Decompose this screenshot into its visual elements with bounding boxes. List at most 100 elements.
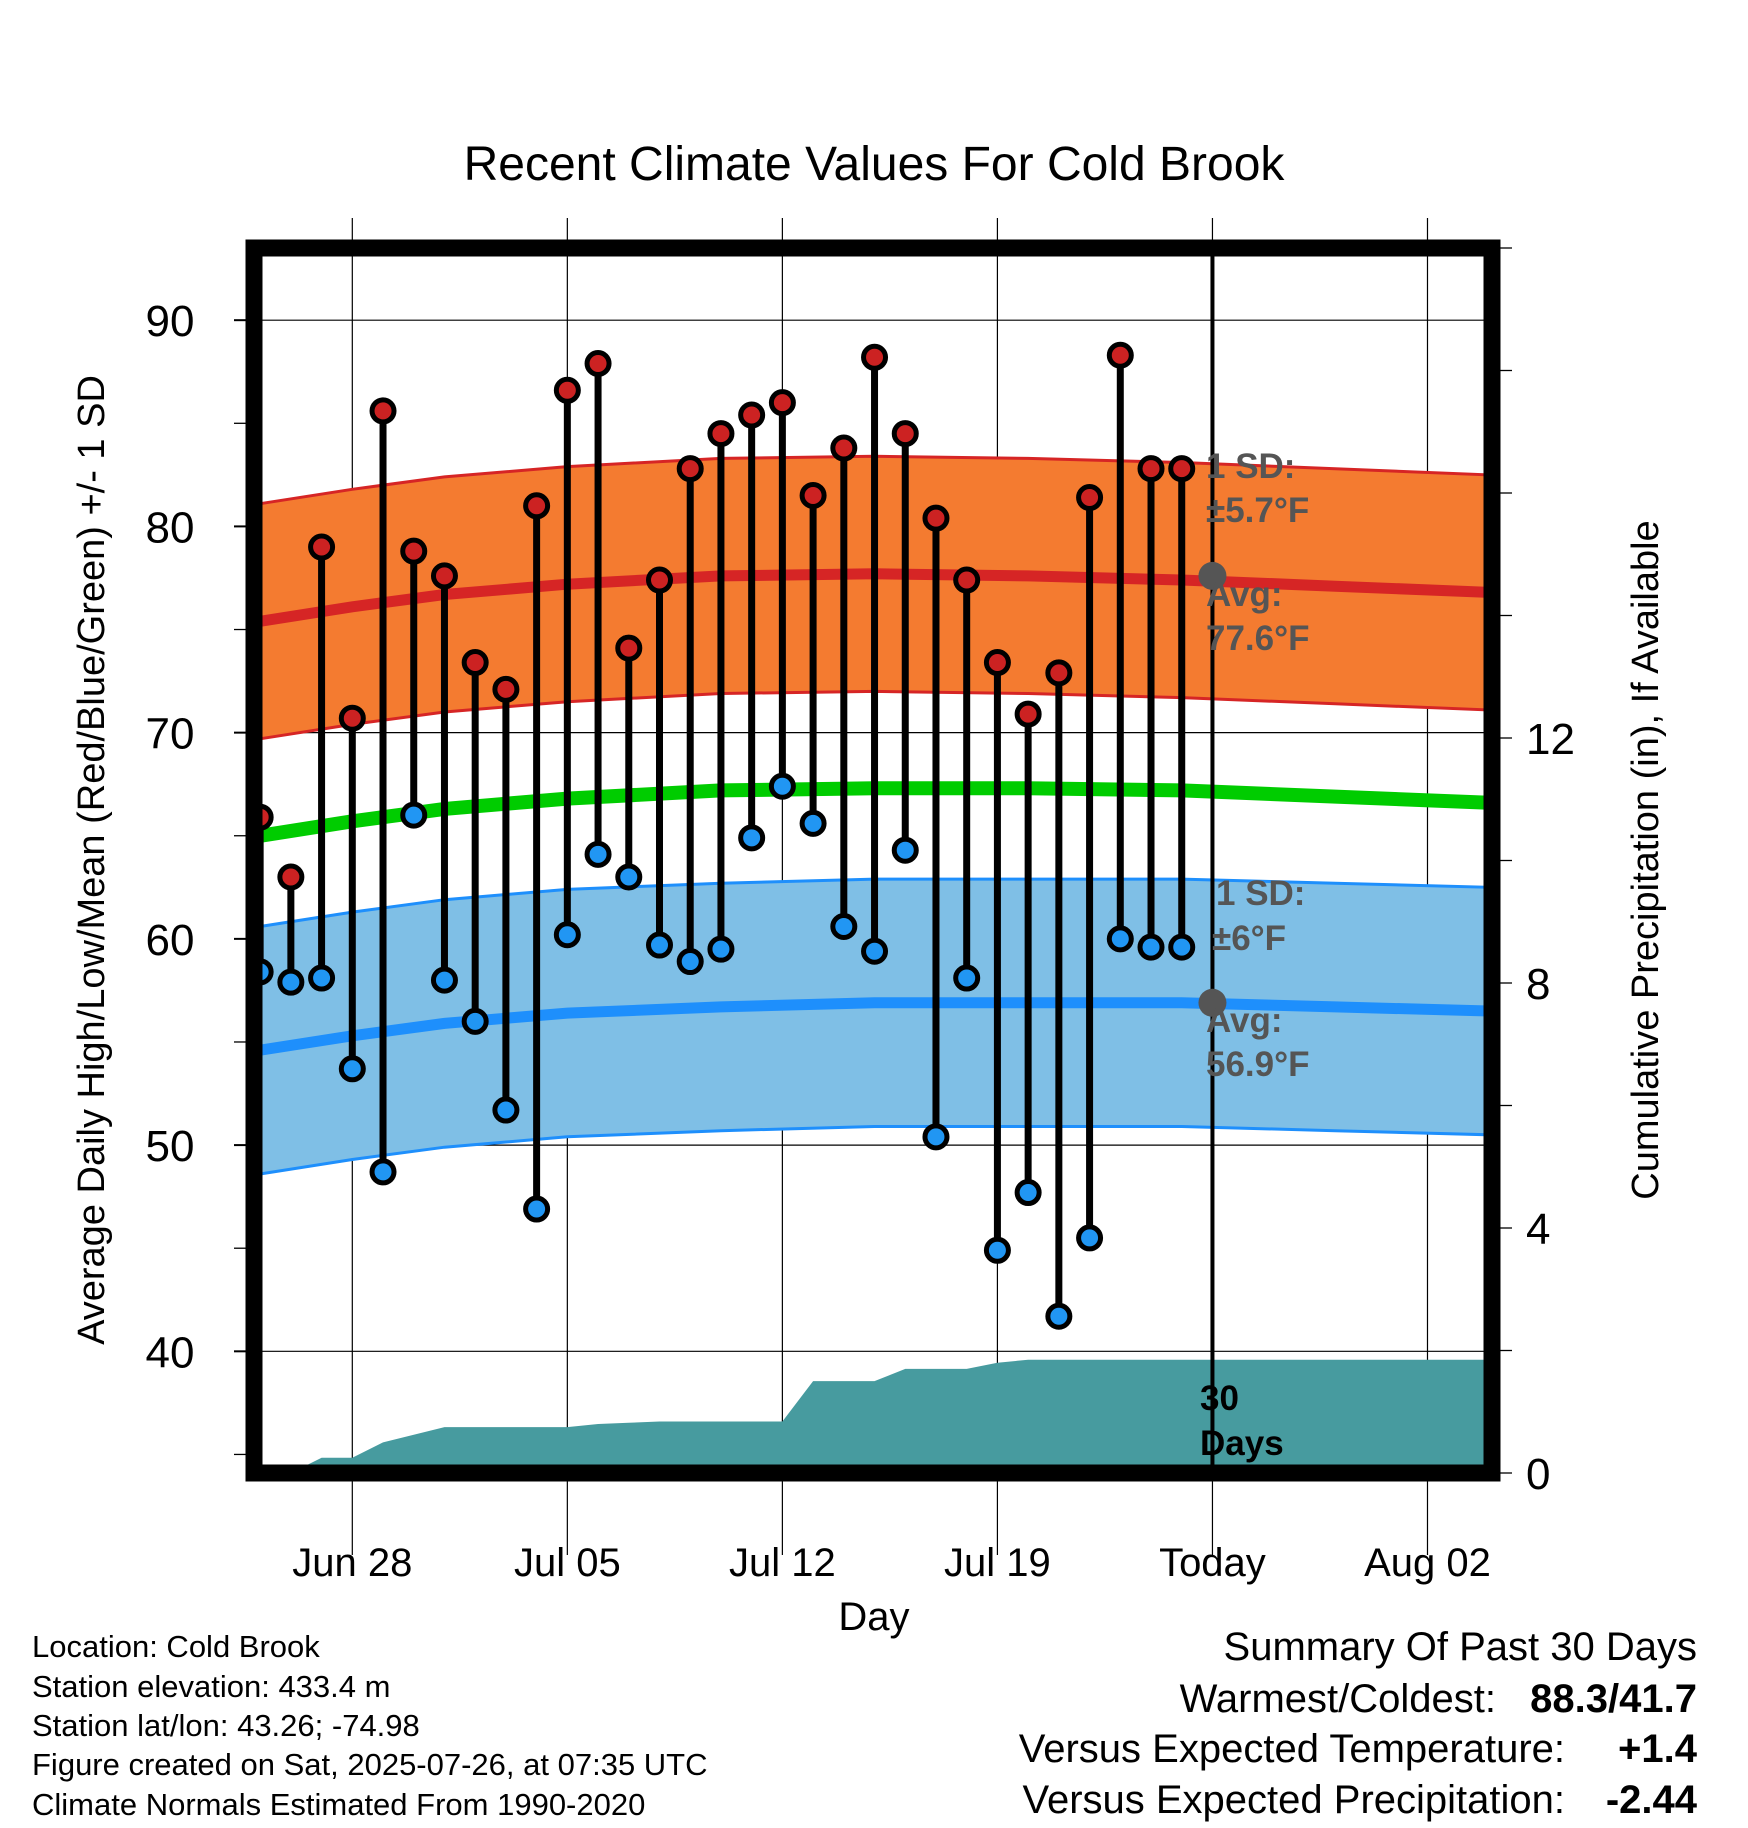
today-high-normal-marker [1198, 561, 1227, 590]
summary-title: Summary Of Past 30 Days [1224, 1625, 1697, 1669]
daily-high-point [1137, 455, 1165, 483]
y-axis-left-label: Average Daily High/Low/Mean (Red/Blue/Gr… [71, 375, 113, 1345]
daily-high-point [338, 704, 366, 732]
daily-high-point [891, 420, 919, 448]
daily-high-point [492, 675, 520, 703]
x-tick-label: Aug 02 [1364, 1541, 1491, 1585]
daily-high-point [1076, 484, 1104, 512]
chart-title: Recent Climate Values For Cold Brook [464, 138, 1286, 191]
summary-panel: Summary Of Past 30 Days Warmest/Coldest:… [1019, 1625, 1698, 1822]
daily-low-point [430, 966, 458, 994]
daily-high-point [430, 562, 458, 590]
daily-high-point [1106, 341, 1134, 369]
axes: 40 50 60 70 80 90 0 4 8 12 Jun 28 Jul 05 Jul 12 Jul 1… [146, 239, 1575, 1585]
y-left-tick-label: 70 [146, 710, 195, 759]
y-right-tick-label: 12 [1526, 715, 1575, 764]
low-avg-value: 56.9°F [1206, 1045, 1310, 1084]
daily-high-point [1045, 659, 1073, 687]
daily-high-point [277, 863, 305, 891]
x-tick-label: Jul 19 [944, 1541, 1051, 1585]
y-left-tick-label: 60 [146, 916, 195, 965]
summary-precip-label: Versus Expected Precipitation: [1022, 1778, 1565, 1822]
daily-low-point [1076, 1224, 1104, 1252]
footer-info: Location: Cold Brook Station elevation: … [32, 1629, 708, 1822]
daily-high-point [308, 533, 336, 561]
plot-area: 1 SD: ±5.7°F Avg: 77.6°F 1 SD: ±6°F Avg: 56.9°F… [254, 248, 1492, 1473]
daily-low-point [553, 921, 581, 949]
daily-high-point [799, 481, 827, 509]
low-sd-label: 1 SD: [1216, 874, 1305, 913]
daily-high-point [584, 349, 612, 377]
daily-low-point [277, 968, 305, 996]
high-sd-label: 1 SD: [1206, 447, 1295, 486]
daily-low-point [400, 801, 428, 829]
normal-low-line [259, 997, 1490, 1056]
y-axis-right-label: Cumulative Precipitation (in), If Availa… [1625, 520, 1667, 1199]
daily-low-point [523, 1195, 551, 1223]
low-avg-label: Avg: [1206, 1001, 1282, 1040]
daily-high-point [983, 649, 1011, 677]
y-left-tick-label: 90 [146, 297, 195, 346]
daily-low-point [861, 937, 889, 965]
summary-warmest-label: Warmest/Coldest: [1180, 1677, 1496, 1721]
x-tick-label: Jun 28 [292, 1541, 412, 1585]
high-avg-label: Avg: [1206, 575, 1282, 614]
daily-low-point [584, 840, 612, 868]
daily-low-point [645, 931, 673, 959]
today-low-normal-marker [1198, 988, 1227, 1017]
daily-low-point [1045, 1302, 1073, 1330]
footer-normals: Climate Normals Estimated From 1990-2020 [32, 1787, 645, 1822]
y-right-tick-label: 4 [1526, 1205, 1550, 1254]
high-sd-value: ±5.7°F [1206, 491, 1309, 530]
low-sd-value: ±6°F [1212, 919, 1286, 958]
y-left-tick-label: 40 [146, 1328, 195, 1377]
x-tick-label: Jul 05 [514, 1541, 621, 1585]
daily-high-point [830, 434, 858, 462]
x-axis-label: Day [838, 1595, 909, 1639]
y-right-tick-label: 0 [1526, 1450, 1550, 1499]
daily-high-point [645, 566, 673, 594]
daily-high-point [1168, 455, 1196, 483]
daily-low-point [953, 964, 981, 992]
daily-low-point [308, 964, 336, 992]
summary-temp-label: Versus Expected Temperature: [1019, 1727, 1565, 1771]
daily-high-point [738, 401, 766, 429]
y-left-tick-label: 50 [146, 1122, 195, 1171]
daily-high-point [615, 634, 643, 662]
daily-low-point [799, 809, 827, 837]
daily-low-point [1106, 925, 1134, 953]
y-right-tick-label: 8 [1526, 960, 1550, 1009]
high-avg-value: 77.6°F [1206, 619, 1310, 658]
daily-low-point [615, 863, 643, 891]
daily-high-point [707, 420, 735, 448]
summary-warmest-value: 88.3/41.7 [1530, 1677, 1697, 1721]
footer-elevation: Station elevation: 433.4 m [32, 1669, 390, 1704]
footer-created: Figure created on Sat, 2025-07-26, at 07… [32, 1747, 708, 1782]
footer-latlon: Station lat/lon: 43.26; -74.98 [32, 1708, 420, 1743]
daily-high-point [861, 343, 889, 371]
normal-mean-line [259, 781, 1490, 843]
daily-low-point [891, 836, 919, 864]
daily-high-point [523, 492, 551, 520]
summary-temp-value: +1.4 [1618, 1727, 1698, 1771]
daily-low-point [369, 1158, 397, 1186]
y-left-tick-label: 80 [146, 503, 195, 552]
summary-precip-value: -2.44 [1606, 1778, 1698, 1822]
daily-high-point [1014, 700, 1042, 728]
plot-frame [245, 239, 1501, 1482]
daily-low-point [830, 912, 858, 940]
daily-high-point [953, 566, 981, 594]
daily-high-point [676, 455, 704, 483]
daily-high-point [369, 397, 397, 425]
precip-area [254, 1359, 1492, 1473]
daily-high-point [461, 649, 489, 677]
daily-low-point [1137, 933, 1165, 961]
daily-low-point [738, 824, 766, 852]
daily-low-point [676, 948, 704, 976]
daily-high-point [922, 504, 950, 532]
daily-low-point [338, 1055, 366, 1083]
days-word: Days [1200, 1424, 1284, 1463]
days-count: 30 [1200, 1379, 1239, 1418]
footer-location: Location: Cold Brook [32, 1629, 320, 1664]
